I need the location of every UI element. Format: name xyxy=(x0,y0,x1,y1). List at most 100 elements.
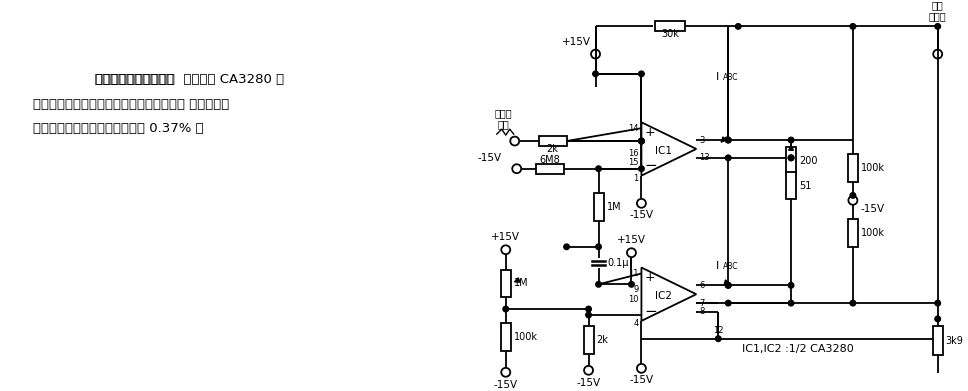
Circle shape xyxy=(586,312,591,318)
Circle shape xyxy=(725,283,731,288)
Text: 器。此电路谐波失真小于或等于 0.37% 。: 器。此电路谐波失真小于或等于 0.37% 。 xyxy=(33,122,203,135)
Circle shape xyxy=(595,244,601,249)
Text: 7: 7 xyxy=(699,299,705,308)
Bar xyxy=(593,194,603,221)
Text: 三角波－正弦波转换器: 三角波－正弦波转换器 xyxy=(95,73,175,86)
Text: 9: 9 xyxy=(633,285,639,294)
Bar xyxy=(655,22,685,31)
Bar xyxy=(786,172,796,199)
Text: 3k9: 3k9 xyxy=(946,335,963,346)
Circle shape xyxy=(595,166,601,172)
Text: IC1,IC2 :1/2 CA3280: IC1,IC2 :1/2 CA3280 xyxy=(742,344,854,353)
Text: 15: 15 xyxy=(628,158,639,167)
Circle shape xyxy=(725,283,731,288)
Text: 51: 51 xyxy=(799,181,811,190)
Text: 1M: 1M xyxy=(607,202,621,212)
Text: 16: 16 xyxy=(628,149,639,158)
Text: ABC: ABC xyxy=(723,73,739,82)
Text: -15V: -15V xyxy=(629,210,653,220)
Text: 100k: 100k xyxy=(514,332,538,342)
Circle shape xyxy=(850,23,856,29)
Text: 2k: 2k xyxy=(596,335,609,345)
Text: 6M8: 6M8 xyxy=(539,155,560,165)
Text: 1M: 1M xyxy=(514,278,529,288)
Text: +: + xyxy=(645,271,655,284)
Text: 3: 3 xyxy=(699,136,705,145)
Text: −: − xyxy=(644,303,656,319)
Circle shape xyxy=(725,137,731,143)
Bar xyxy=(786,147,796,175)
Text: 8: 8 xyxy=(699,307,705,316)
Text: +: + xyxy=(645,126,655,139)
Circle shape xyxy=(935,300,941,306)
Text: 4: 4 xyxy=(633,319,639,328)
Circle shape xyxy=(725,155,731,161)
Text: 正弘波: 正弘波 xyxy=(929,11,947,22)
Circle shape xyxy=(935,316,941,322)
Bar xyxy=(500,269,511,297)
Text: IC1: IC1 xyxy=(655,146,672,156)
Circle shape xyxy=(788,300,794,306)
Text: 10: 10 xyxy=(628,295,639,304)
Circle shape xyxy=(639,138,645,144)
Circle shape xyxy=(788,137,794,143)
Text: 1: 1 xyxy=(633,174,639,183)
Circle shape xyxy=(850,193,856,198)
Bar xyxy=(584,326,593,353)
Text: +15V: +15V xyxy=(617,235,646,245)
Circle shape xyxy=(788,283,794,288)
Circle shape xyxy=(850,300,856,306)
Bar xyxy=(538,136,566,146)
Text: 0.1μ: 0.1μ xyxy=(608,258,629,267)
Circle shape xyxy=(725,300,731,306)
Bar xyxy=(848,219,858,247)
Circle shape xyxy=(586,306,591,312)
Text: 三角波－正弦波转换器  由双运放 CA3280 的: 三角波－正弦波转换器 由双运放 CA3280 的 xyxy=(95,73,284,86)
Text: 两部分构成差动放大器，可以构成三角波－ 正弦波转换: 两部分构成差动放大器，可以构成三角波－ 正弦波转换 xyxy=(33,98,229,111)
Circle shape xyxy=(639,166,645,172)
Text: 12: 12 xyxy=(713,326,723,335)
Text: 11: 11 xyxy=(628,269,639,278)
Text: 输出: 输出 xyxy=(932,1,944,11)
Text: 100k: 100k xyxy=(861,228,885,238)
Circle shape xyxy=(639,71,645,77)
Circle shape xyxy=(725,137,731,143)
Text: -15V: -15V xyxy=(577,378,600,388)
Text: 100k: 100k xyxy=(861,163,885,173)
Text: 14: 14 xyxy=(628,124,639,133)
Text: IC2: IC2 xyxy=(655,291,672,301)
Text: +15V: +15V xyxy=(562,37,591,47)
Text: 6: 6 xyxy=(699,281,705,290)
Text: 2k: 2k xyxy=(547,144,559,154)
Bar xyxy=(535,164,563,174)
Text: 30k: 30k xyxy=(661,29,680,39)
Text: 输入: 输入 xyxy=(498,119,509,129)
Bar xyxy=(500,323,511,351)
Bar xyxy=(848,154,858,181)
Circle shape xyxy=(503,306,508,312)
Text: I: I xyxy=(716,72,719,82)
Text: 13: 13 xyxy=(699,153,710,162)
Circle shape xyxy=(715,336,721,341)
Text: -15V: -15V xyxy=(629,375,653,385)
Text: ABC: ABC xyxy=(723,262,739,271)
Text: -15V: -15V xyxy=(477,153,501,163)
Circle shape xyxy=(736,23,741,29)
Circle shape xyxy=(592,71,598,77)
Text: I: I xyxy=(716,260,719,271)
Text: −: − xyxy=(644,158,656,173)
Circle shape xyxy=(563,244,569,249)
Text: -15V: -15V xyxy=(861,204,885,214)
Text: 200: 200 xyxy=(799,156,818,166)
Circle shape xyxy=(639,138,645,144)
Circle shape xyxy=(628,282,634,287)
Circle shape xyxy=(788,155,794,161)
Circle shape xyxy=(788,155,794,161)
Text: 三角波: 三角波 xyxy=(495,108,513,118)
Text: +15V: +15V xyxy=(491,232,520,242)
Circle shape xyxy=(595,282,601,287)
Circle shape xyxy=(639,138,645,144)
Circle shape xyxy=(935,23,941,29)
Bar xyxy=(933,326,943,355)
Text: -15V: -15V xyxy=(494,380,518,390)
